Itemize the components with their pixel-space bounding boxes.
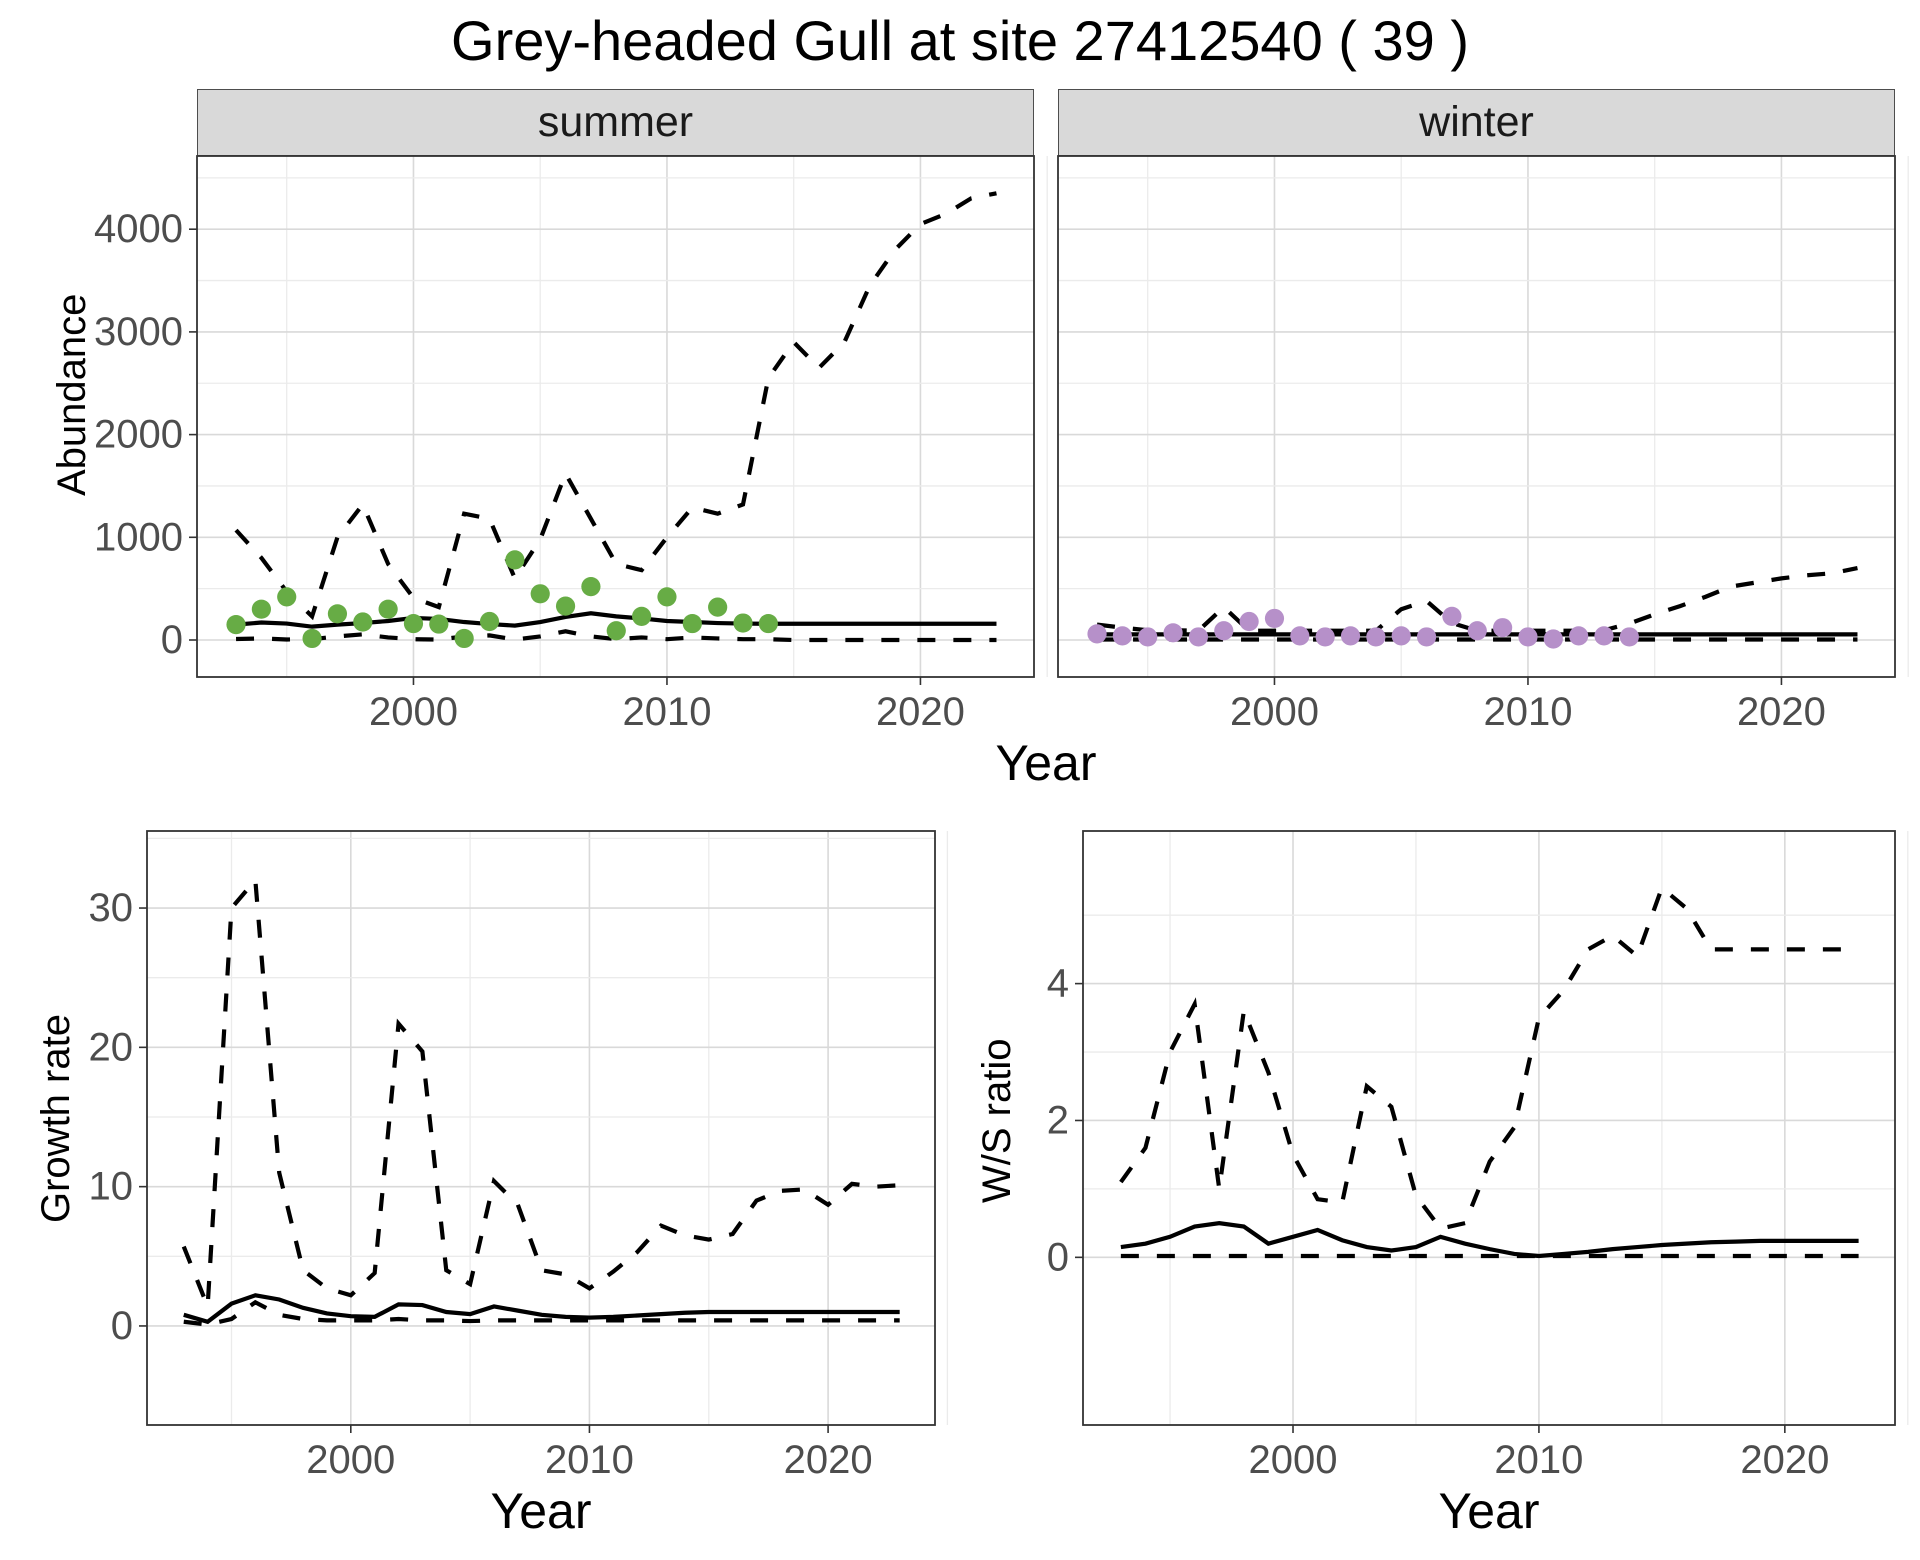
svg-text:0: 0 [1047,1235,1069,1279]
svg-text:2: 2 [1047,1098,1069,1142]
svg-text:2020: 2020 [784,1438,873,1482]
svg-text:2010: 2010 [545,1438,634,1482]
svg-text:30: 30 [89,886,134,930]
svg-text:2000: 2000 [1249,1438,1338,1482]
svg-text:20: 20 [89,1025,134,1069]
svg-text:10: 10 [89,1165,134,1209]
svg-text:0: 0 [111,1304,133,1348]
svg-text:2000: 2000 [306,1438,395,1482]
svg-text:2020: 2020 [1740,1438,1829,1482]
svg-text:2010: 2010 [1494,1438,1583,1482]
svg-text:4: 4 [1047,962,1069,1006]
